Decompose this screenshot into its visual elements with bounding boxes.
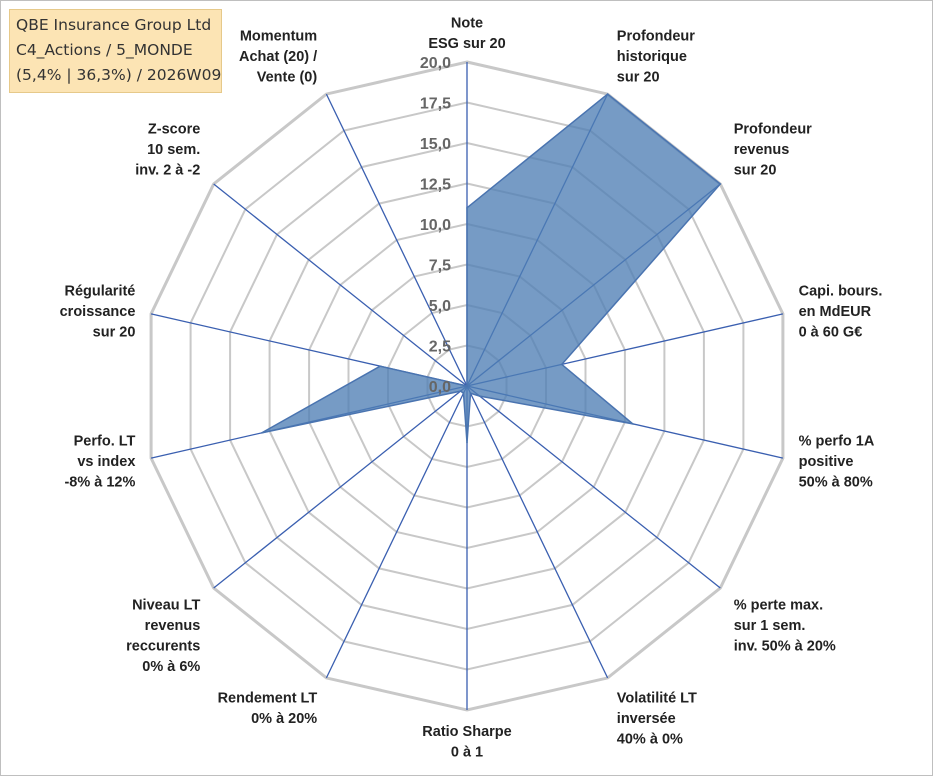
tick-label: 20,0 (420, 55, 451, 72)
axis-label-rendement-lt: 0% à 20% (251, 711, 317, 727)
axis-label-ratio-sharpe: Ratio Sharpe (422, 724, 511, 740)
data-point-perfo-lt-vs-index (260, 432, 263, 434)
spoke-momentum (325, 93, 468, 387)
axis-label-profondeur-historique: Profondeur (617, 28, 695, 44)
axis-label-volatilite-lt: Volatilité LT (617, 691, 697, 707)
axis-label-profondeur-revenus: Profondeur (734, 122, 812, 138)
data-point-regularite-croissance (379, 365, 381, 368)
tick-label: 10,0 (420, 217, 451, 234)
axis-label-regularite-croissance: sur 20 (93, 325, 136, 341)
axis-label-ratio-sharpe: 0 à 1 (451, 745, 483, 761)
data-point-esg (466, 207, 468, 209)
axis-label-rendement-lt: Rendement LT (218, 691, 318, 707)
spoke-volatilite-lt (466, 385, 609, 679)
axis-label-profondeur-historique: sur 20 (617, 69, 660, 85)
axis-label-momentum: Achat (20) / (239, 49, 317, 65)
axis-label-regularite-croissance: croissance (60, 304, 136, 320)
label-layer: Note ESG sur 20 Profondeur historique sur 20… (60, 16, 883, 761)
axis-label-perte-max: % perte max. (734, 598, 823, 614)
axis-label-volatilite-lt: 40% à 0% (617, 732, 683, 748)
tick-label: 7,5 (429, 258, 451, 275)
axis-label-profondeur-historique: historique (617, 49, 687, 65)
axis-label-esg: ESG sur 20 (428, 36, 505, 52)
axis-label-niveau-lt-revenus: 0% à 6% (142, 659, 200, 675)
axis-label-perfo-lt-vs-index: vs index (77, 454, 135, 470)
axis-label-profondeur-revenus: sur 20 (734, 163, 777, 179)
spoke-perte-max (466, 385, 721, 589)
category-label: C4_Actions / 5_MONDE (16, 41, 193, 59)
data-point-profondeur-revenus (719, 183, 722, 185)
axis-label-capi-boursiere: Capi. bours. (799, 284, 883, 300)
axis-label-perfo-1a-positive: % perfo 1A (799, 433, 875, 449)
data-point-niveau-lt-revenus (459, 390, 462, 392)
info-box: QBE Insurance Group Ltd C4_Actions / 5_M… (9, 9, 222, 93)
tick-label: 2,5 (429, 339, 451, 356)
spoke-z-score (213, 183, 468, 387)
axis-label-momentum: Momentum (240, 28, 317, 44)
series-area (261, 93, 722, 443)
axis-label-volatilite-lt: inversée (617, 711, 676, 727)
data-point-volatilite-lt (469, 392, 472, 395)
axis-label-perfo-1a-positive: positive (799, 454, 854, 470)
tick-label: 15,0 (420, 136, 451, 153)
tick-label: 0,0 (429, 379, 451, 396)
axis-label-regularite-croissance: Régularité (64, 284, 135, 300)
axis-label-niveau-lt-revenus: Niveau LT (132, 598, 200, 614)
axis-label-capi-boursiere: 0 à 60 G€ (799, 325, 863, 341)
axis-label-z-score: Z-score (148, 122, 200, 138)
axis-label-z-score: 10 sem. (147, 142, 200, 158)
axis-label-momentum: Vente (0) (257, 69, 318, 85)
period-label: (5,4% | 36,3%) / 2026W09 (16, 66, 222, 84)
spoke-niveau-lt-revenus (213, 385, 468, 589)
axis-label-niveau-lt-revenus: revenus (145, 618, 201, 634)
axis-label-z-score: inv. 2 à -2 (135, 163, 200, 179)
data-point-profondeur-historique (606, 93, 609, 95)
spoke-rendement-lt (325, 385, 468, 679)
data-point-rendement-lt (462, 392, 465, 395)
axis-label-perte-max: sur 1 sem. (734, 618, 806, 634)
axis-label-perfo-lt-vs-index: Perfo. LT (74, 433, 136, 449)
axis-label-perfo-1a-positive: 50% à 80% (799, 474, 873, 490)
axis-label-capi-boursiere: en MdEUR (799, 304, 872, 320)
data-point-ratio-sharpe (466, 441, 468, 444)
tick-label: 12,5 (420, 177, 451, 194)
company-name: QBE Insurance Group Ltd (16, 16, 212, 34)
axis-label-perte-max: inv. 50% à 20% (734, 639, 836, 655)
tick-label: 17,5 (420, 96, 451, 113)
axis-label-profondeur-revenus: revenus (734, 142, 790, 158)
data-point-perte-max (478, 395, 481, 397)
series-layer (260, 93, 722, 444)
data-point-momentum (466, 385, 468, 387)
data-point-perfo-1a-positive (632, 423, 634, 425)
axis-label-niveau-lt-revenus: reccurents (126, 639, 200, 655)
tick-layer: 0,0 2,5 5,0 7,5 10,0 12,5 15,0 17,5 20,0 (420, 55, 451, 396)
axis-label-esg: Note (451, 16, 483, 32)
data-point-capi-boursiere (561, 363, 563, 366)
axis-label-perfo-lt-vs-index: -8% à 12% (64, 474, 135, 490)
tick-label: 5,0 (429, 298, 451, 315)
